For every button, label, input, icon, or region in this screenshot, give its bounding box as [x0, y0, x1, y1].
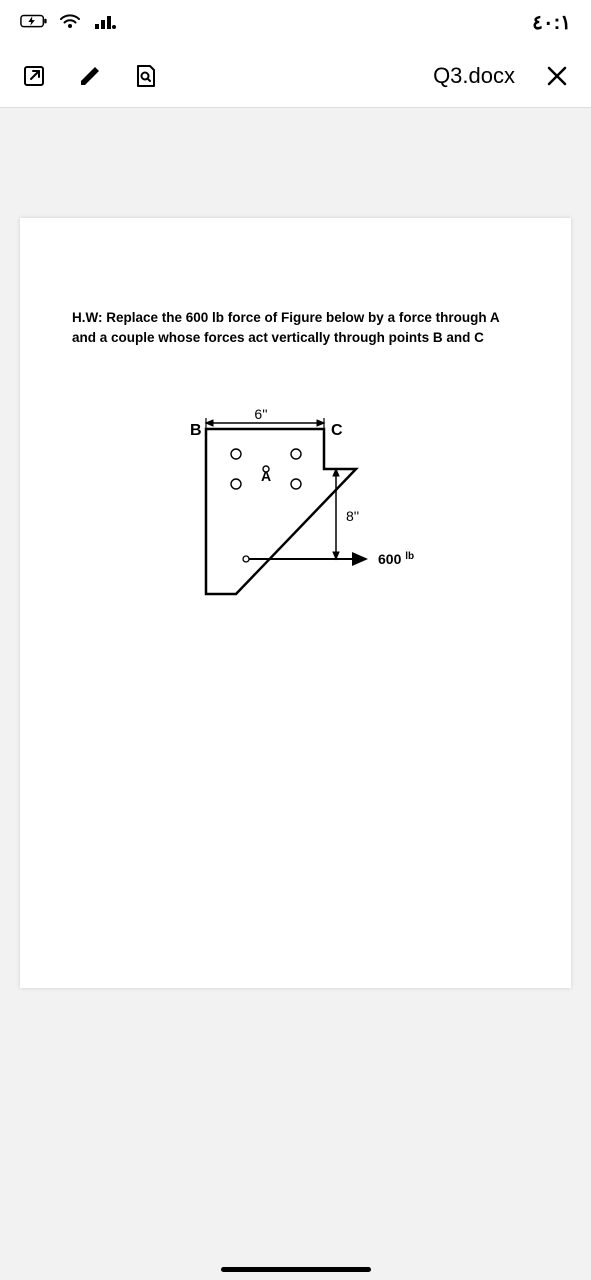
find-in-page-icon[interactable] [132, 62, 160, 90]
signal-icon [92, 8, 120, 36]
status-left [20, 8, 120, 36]
document-page: H.W: Replace the 600 lb force of Figure … [20, 218, 571, 988]
svg-text:600 lb: 600 lb [378, 551, 414, 567]
open-external-icon[interactable] [20, 62, 48, 90]
battery-charging-icon [20, 8, 48, 36]
document-viewport[interactable]: H.W: Replace the 600 lb force of Figure … [0, 108, 591, 1280]
svg-text:C: C [331, 422, 343, 439]
toolbar: Q3.docx [0, 44, 591, 108]
svg-text:6'': 6'' [254, 406, 267, 422]
svg-text:8'': 8'' [346, 508, 359, 524]
svg-text:B: B [190, 422, 202, 439]
figure: A B C 6'' 8'' 600 lb [72, 409, 519, 669]
hw-text: H.W: Replace the 600 lb force of Figure … [72, 308, 519, 349]
status-bar: ٤٠:١ [0, 0, 591, 44]
svg-text:A: A [260, 468, 270, 484]
home-indicator[interactable] [221, 1267, 371, 1272]
document-title: Q3.docx [433, 63, 515, 89]
close-icon[interactable] [543, 62, 571, 90]
status-time: ٤٠:١ [532, 10, 571, 35]
edit-icon[interactable] [76, 62, 104, 90]
wifi-icon [56, 8, 84, 36]
